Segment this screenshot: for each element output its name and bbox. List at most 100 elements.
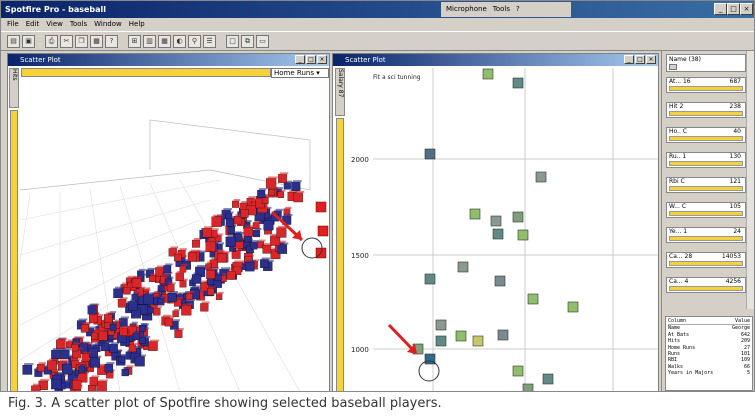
range-bar[interactable] — [669, 161, 743, 166]
range-slider-2[interactable]: Ho.. C 40 — [666, 127, 746, 143]
cube-face — [128, 301, 138, 311]
details-value: 101 — [740, 351, 750, 358]
tools-button[interactable]: Tools — [492, 5, 510, 13]
left-close-button[interactable]: × — [317, 55, 327, 64]
cube-face — [132, 332, 141, 341]
maximize-button[interactable]: □ — [727, 3, 740, 15]
cube-top — [168, 282, 176, 285]
name-filter[interactable]: Name (38) — [666, 54, 746, 72]
cube-face — [243, 227, 253, 237]
range-bar[interactable] — [669, 136, 743, 141]
data-point — [207, 286, 216, 296]
range-slider-8[interactable]: Ca... 4 4256 — [666, 277, 746, 293]
data-point — [257, 188, 267, 198]
pie-icon[interactable]: ◐ — [173, 35, 186, 48]
window-icon[interactable]: □ — [226, 35, 239, 48]
tile-icon[interactable]: ⧉ — [241, 35, 254, 48]
filter-icon[interactable]: ⚲ — [188, 35, 201, 48]
left-minimize-button[interactable]: _ — [295, 55, 305, 64]
table-icon[interactable]: ▦ — [158, 35, 171, 48]
cube-face — [104, 314, 113, 323]
range-slider-7[interactable]: Ca... 28 14053 — [666, 252, 746, 268]
details-row: Hits 209 — [668, 338, 750, 344]
left-maximize-button[interactable]: □ — [306, 55, 316, 64]
save-icon[interactable]: ▣ — [22, 35, 35, 48]
details-row: Home Runs 27 — [668, 345, 750, 351]
chart-icon[interactable]: ⊞ — [128, 35, 141, 48]
salary-axis-tab[interactable]: Salary 87 — [335, 68, 345, 116]
left-plot-title: Scatter Plot — [20, 56, 61, 64]
cube-face — [293, 192, 303, 203]
name-slider-handle[interactable] — [669, 64, 677, 70]
cube-face — [98, 331, 108, 341]
2d-scatter-canvas[interactable] — [373, 68, 658, 392]
range-slider-1[interactable]: Hit 2 238 — [666, 102, 746, 118]
cut-icon[interactable]: ✂ — [60, 35, 73, 48]
range-bar[interactable] — [669, 286, 743, 291]
cube-top — [80, 364, 87, 367]
cube-top — [201, 280, 211, 283]
3d-scatter-canvas[interactable] — [20, 80, 330, 392]
help-icon[interactable]: ? — [105, 35, 118, 48]
menu-file[interactable]: File — [7, 20, 19, 28]
print-icon[interactable]: ⎙ — [45, 35, 58, 48]
right-minimize-button[interactable]: _ — [624, 55, 634, 64]
copy-icon[interactable]: ❐ — [75, 35, 88, 48]
help-icon[interactable]: ? — [516, 5, 520, 13]
bar-icon[interactable]: ▥ — [143, 35, 156, 48]
cube-top — [94, 328, 105, 331]
open-icon[interactable]: ▤ — [7, 35, 20, 48]
cube-top — [295, 190, 305, 193]
cube-top — [105, 312, 114, 315]
cube-top — [196, 264, 207, 267]
cube-top — [292, 180, 302, 183]
cube-top — [57, 371, 66, 374]
cube-top — [221, 273, 229, 276]
microphone-button[interactable]: Microphone — [446, 5, 487, 13]
arrowhead — [292, 230, 302, 240]
data-point — [148, 339, 160, 351]
range-value: 40 — [733, 128, 741, 135]
data-point — [104, 312, 114, 323]
range-bar[interactable] — [669, 236, 743, 241]
range-slider-5[interactable]: W... C 105 — [666, 202, 746, 218]
range-bar[interactable] — [669, 111, 743, 116]
cube-top — [114, 330, 121, 333]
cube-face — [106, 371, 114, 379]
data-point — [260, 257, 270, 268]
y-axis-slider[interactable] — [10, 110, 18, 391]
paste-icon[interactable]: ▦ — [90, 35, 103, 48]
right-maximize-button[interactable]: □ — [635, 55, 645, 64]
list-icon[interactable]: ☰ — [203, 35, 216, 48]
range-slider-3[interactable]: Ru.. 1 130 — [666, 152, 746, 168]
props-scrollbar[interactable] — [746, 51, 754, 309]
range-bar[interactable] — [669, 211, 743, 216]
salary-slider[interactable] — [336, 118, 344, 391]
cube-top — [80, 341, 90, 344]
menu-tools[interactable]: Tools — [69, 20, 88, 28]
cube-face — [104, 363, 114, 373]
cube-top — [233, 248, 242, 251]
range-slider-4[interactable]: Rbi C 121 — [666, 177, 746, 193]
range-slider-6[interactable]: Ye... 1 24 — [666, 227, 746, 243]
data-point — [455, 330, 467, 342]
minimize-button[interactable]: _ — [714, 3, 727, 15]
right-close-button[interactable]: × — [646, 55, 656, 64]
x-axis-slider[interactable] — [21, 68, 271, 77]
cube-top — [189, 250, 199, 253]
menu-window[interactable]: Window — [94, 20, 122, 28]
x-axis-selector[interactable]: Home Runs ▾ — [271, 68, 329, 78]
menu-view[interactable]: View — [46, 20, 63, 28]
cascade-icon[interactable]: ▭ — [256, 35, 269, 48]
menu-help[interactable]: Help — [128, 20, 145, 28]
data-point — [243, 225, 255, 237]
cube-top — [91, 375, 100, 378]
y-axis-tab[interactable]: Hits — [9, 68, 19, 108]
range-slider-0[interactable]: At... 16 687 — [666, 77, 746, 93]
menu-edit[interactable]: Edit — [25, 20, 40, 28]
range-bar[interactable] — [669, 261, 743, 266]
range-bar[interactable] — [669, 86, 743, 91]
close-button[interactable]: × — [740, 3, 753, 15]
cube-face — [202, 228, 212, 238]
range-bar[interactable] — [669, 186, 743, 191]
